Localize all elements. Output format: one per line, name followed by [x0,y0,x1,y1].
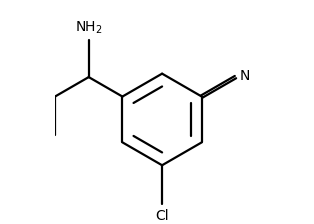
Text: N: N [240,69,250,83]
Text: NH$_2$: NH$_2$ [75,19,103,36]
Text: Cl: Cl [155,209,169,223]
